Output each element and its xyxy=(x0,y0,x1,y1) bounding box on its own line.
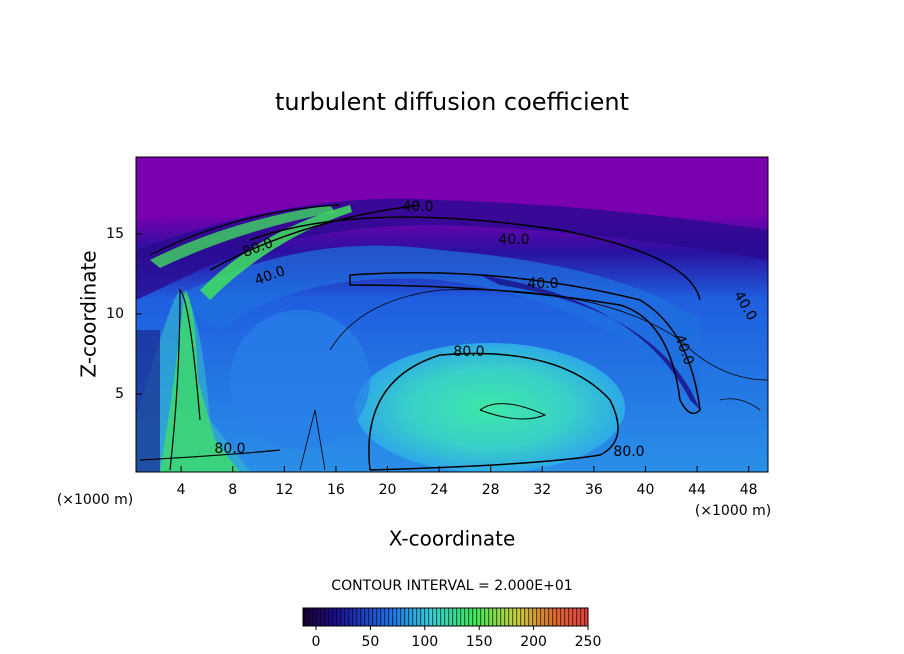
colorbar-tick-label: 200 xyxy=(520,634,547,650)
contour-label: 80.0 xyxy=(453,344,484,360)
contour-label: 40.0 xyxy=(527,276,558,292)
colorbar-tick-label: 0 xyxy=(312,634,321,650)
x-unit-label: (×1000 m) xyxy=(695,503,771,519)
x-tick-label: 4 xyxy=(177,482,186,498)
colorbar-tick-label: 100 xyxy=(411,634,438,650)
colorbar-tick-label: 150 xyxy=(466,634,493,650)
x-tick-label: 24 xyxy=(430,482,448,498)
y-tick-label: 15 xyxy=(106,226,124,242)
x-tick-label: 36 xyxy=(585,482,603,498)
contour-label: 80.0 xyxy=(613,444,644,460)
x-axis-label: X-coordinate xyxy=(389,527,516,551)
contour-label: 40.0 xyxy=(498,232,529,248)
y-unit-label: (×1000 m) xyxy=(57,492,133,508)
x-tick-label: 40 xyxy=(637,482,655,498)
contour-label: 80.0 xyxy=(214,441,245,457)
plot-frame xyxy=(135,156,769,473)
field xyxy=(136,157,768,472)
x-tick-label: 44 xyxy=(688,482,706,498)
y-axis-label: Z-coordinate xyxy=(77,250,101,377)
colorbar-tick-label: 250 xyxy=(575,634,602,650)
x-tick-label: 48 xyxy=(740,482,758,498)
colorbar-tick-label: 50 xyxy=(361,634,379,650)
x-tick-label: 32 xyxy=(533,482,551,498)
y-tick-label: 10 xyxy=(106,306,124,322)
x-tick-label: 8 xyxy=(228,482,237,498)
chart-title: turbulent diffusion coefficient xyxy=(275,88,629,116)
x-tick-label: 28 xyxy=(482,482,500,498)
y-tick-label: 5 xyxy=(115,386,124,402)
colorbar-stripes xyxy=(303,608,588,626)
x-tick-label: 12 xyxy=(275,482,293,498)
x-tick-label: 20 xyxy=(379,482,397,498)
x-tick-label: 16 xyxy=(327,482,345,498)
colorbar-frame xyxy=(302,607,589,627)
contour-label: 40.0 xyxy=(402,199,433,215)
contour-interval: CONTOUR INTERVAL = 2.000E+01 xyxy=(331,578,572,594)
